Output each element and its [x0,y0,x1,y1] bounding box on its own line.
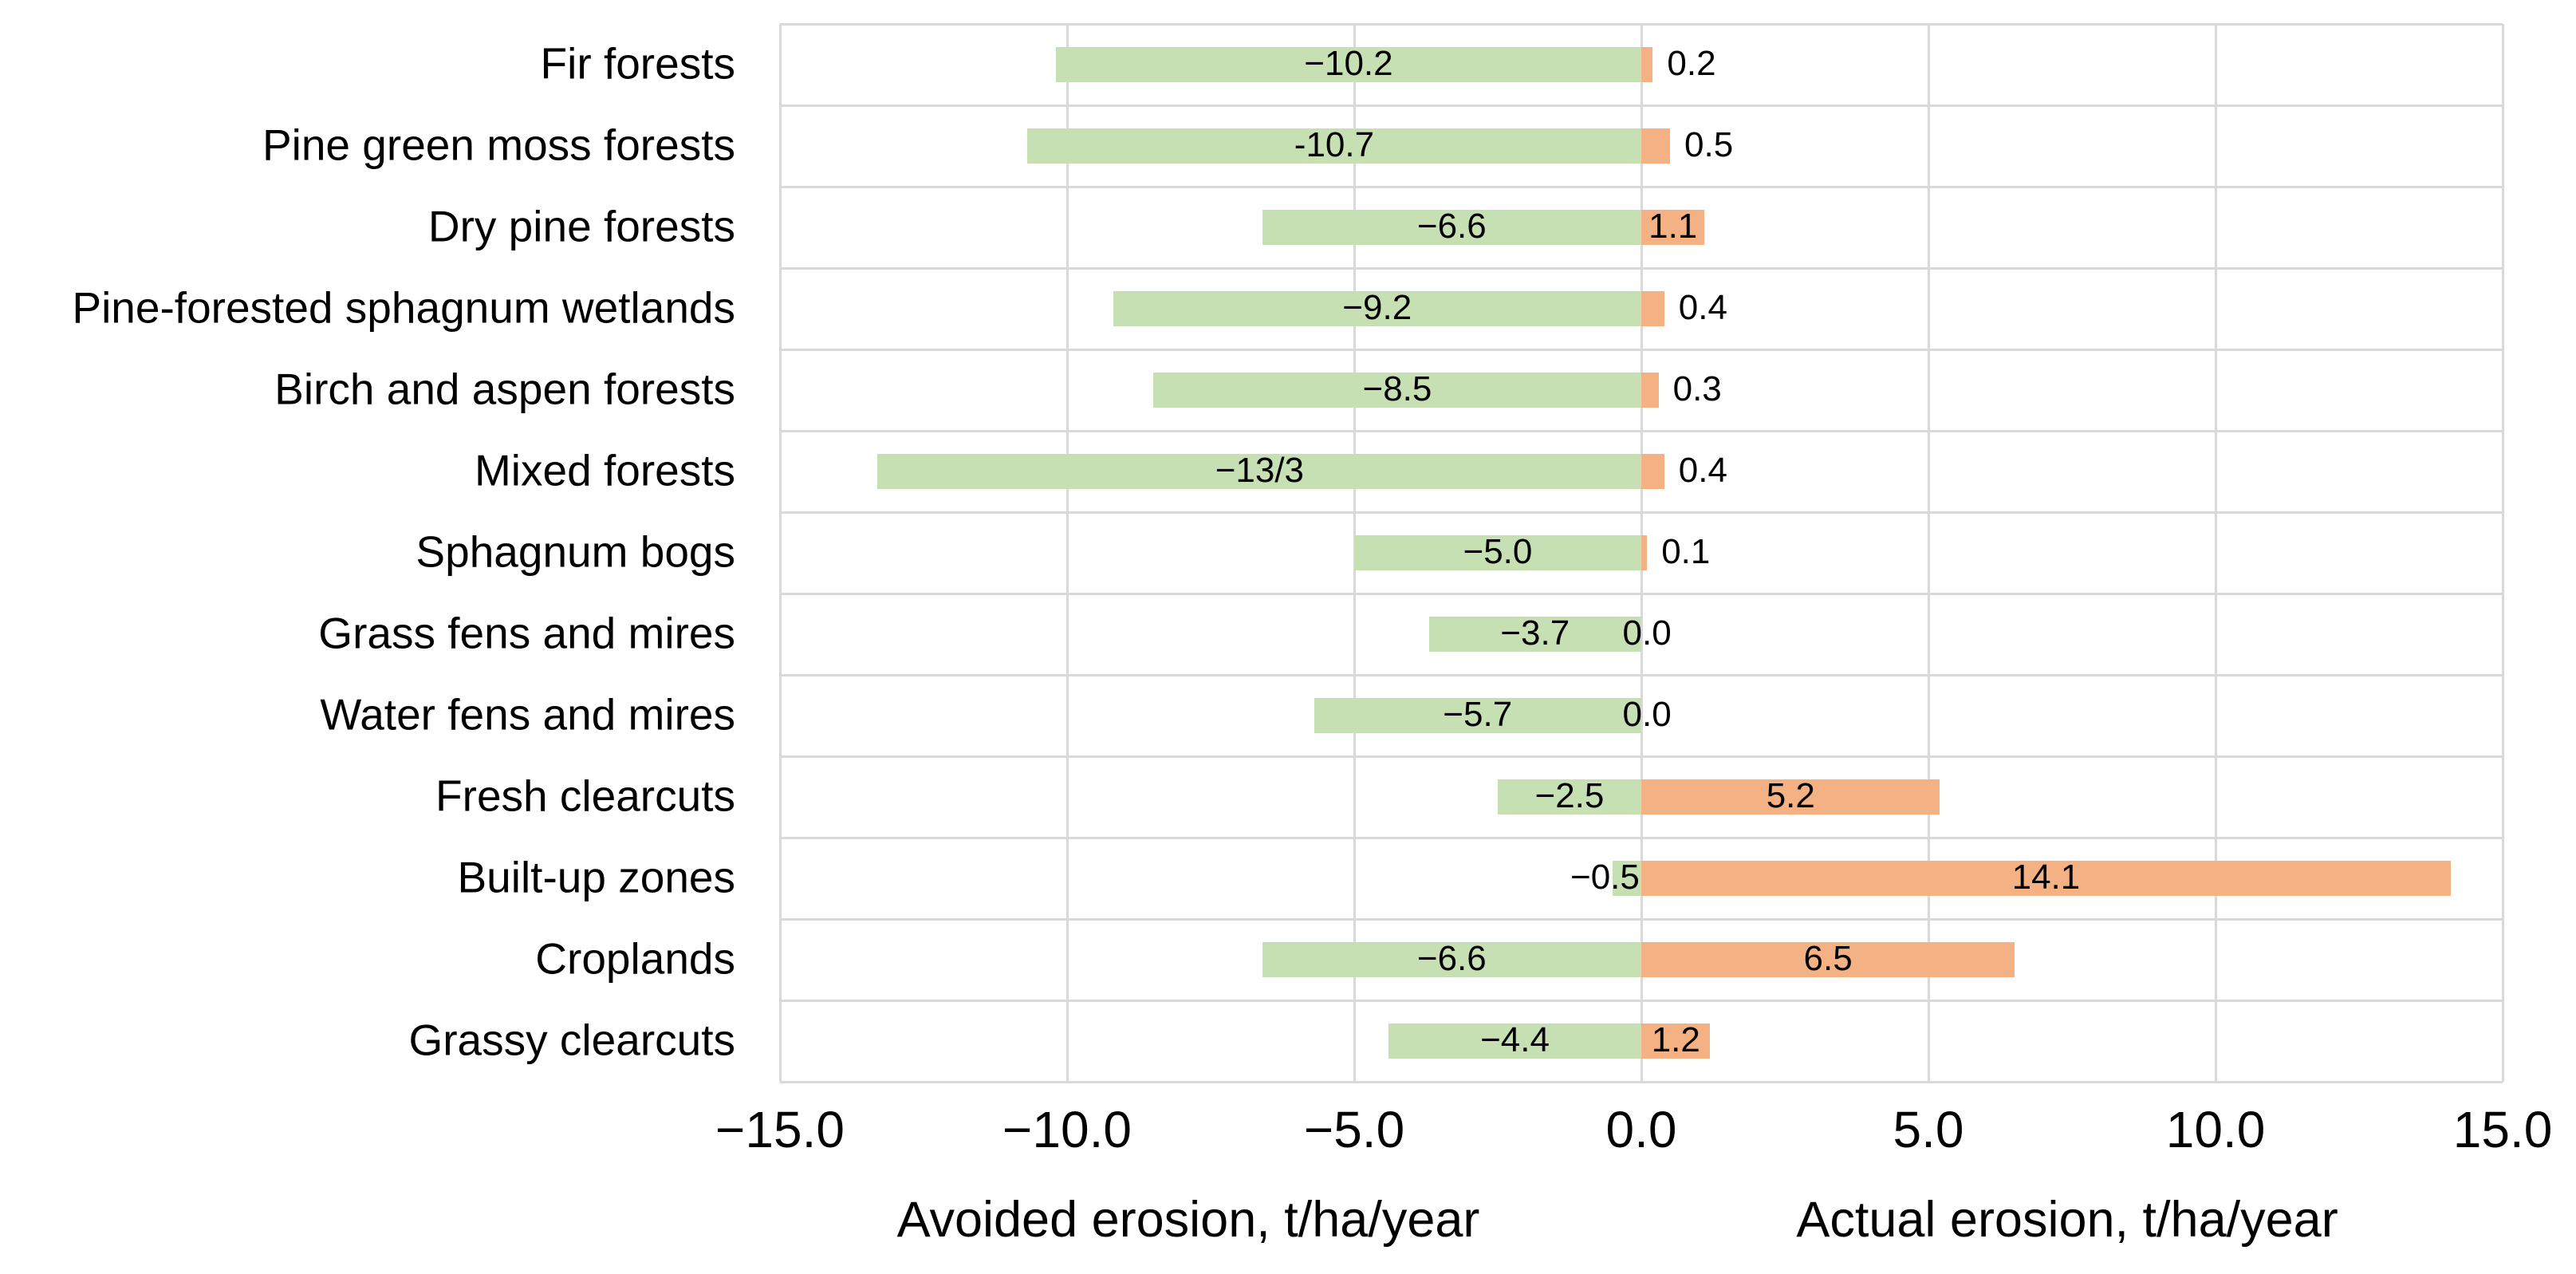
category-label: Croplands [535,933,735,984]
x-axis-tick-label: −5.0 [1303,1101,1405,1158]
actual-erosion-bar [1641,128,1670,164]
actual-erosion-bar [1641,535,1648,570]
avoided-erosion-bar [1262,942,1641,977]
category-label: Sphagnum bogs [416,527,735,577]
avoided-erosion-value: −6.6 [1416,939,1487,978]
category-label: Grassy clearcuts [408,1015,735,1065]
actual-erosion-value: 0.4 [1678,451,1727,490]
actual-erosion-value: 0.0 [1622,613,1672,653]
category-label: Pine green moss forests [262,120,735,170]
actual-erosion-value: 1.2 [1651,1020,1700,1059]
actual-erosion-bar [1641,1024,1711,1059]
x-axis-tick-label: 0.0 [1605,1101,1677,1158]
category-label: Pine-forested sphagnum wetlands [72,282,735,333]
actual-erosion-bar [1641,454,1664,489]
avoided-erosion-bar [1262,210,1641,245]
avoided-erosion-value: −5.0 [1463,532,1533,571]
avoided-erosion-value: −8.5 [1362,369,1432,408]
horizontal-gridline [780,674,2503,676]
avoided-erosion-value: −3.7 [1500,613,1570,653]
x-axis-tick-label: −15.0 [715,1101,845,1158]
avoided-erosion-bar [1498,779,1641,814]
x-axis-tick-label: 5.0 [1893,1101,1964,1158]
actual-erosion-value: 14.1 [2011,858,2081,897]
actual-erosion-bar [1641,942,2015,977]
horizontal-gridline [780,349,2503,351]
horizontal-gridline [780,593,2503,595]
avoided-erosion-bar [1354,535,1641,570]
avoided-erosion-bar [1153,373,1641,408]
horizontal-gridline [780,186,2503,188]
actual-erosion-value: 0.4 [1678,288,1727,327]
actual-erosion-bar [1641,291,1664,326]
avoided-erosion-value: −2.5 [1534,776,1605,815]
avoided-erosion-bar [1113,291,1641,326]
actual-erosion-value: 0.5 [1684,125,1734,164]
category-label: Water fens and mires [320,689,735,740]
avoided-erosion-value: −6.6 [1416,207,1487,246]
avoided-erosion-bar [877,454,1641,489]
actual-erosion-bar [1641,47,1653,82]
avoided-erosion-bar [1613,861,1641,896]
actual-erosion-value: 1.1 [1648,207,1698,246]
avoided-erosion-value: −0.5 [1570,858,1640,897]
actual-erosion-value: 0.3 [1672,369,1722,408]
vertical-gridline [2215,24,2217,1082]
horizontal-gridline [780,430,2503,432]
horizontal-gridline [780,1000,2503,1002]
category-label: Birch and aspen forests [274,364,735,414]
actual-erosion-value: 0.2 [1667,44,1716,83]
avoided-erosion-bar [1055,47,1641,82]
category-label: Fir forests [540,38,735,89]
avoided-erosion-value: −10.2 [1304,44,1393,83]
category-label: Built-up zones [457,852,735,902]
actual-erosion-value: 6.5 [1803,939,1853,978]
horizontal-gridline [780,1081,2503,1083]
actual-erosion-bar [1641,779,1940,814]
avoided-erosion-bar [1428,617,1641,652]
category-label: Fresh clearcuts [435,771,735,821]
category-label: Dry pine forests [427,201,735,251]
avoided-erosion-value: −4.4 [1480,1020,1550,1059]
x-axis-tick-label: −10.0 [1002,1101,1132,1158]
avoided-erosion-value: −9.2 [1342,288,1412,327]
horizontal-gridline [780,837,2503,839]
category-label: Mixed forests [474,445,735,495]
horizontal-gridline [780,755,2503,758]
horizontal-gridline [780,267,2503,270]
actual-erosion-value: 0.0 [1622,695,1672,734]
axis-title-actual-erosion: Actual erosion, t/ha/year [1796,1192,2338,1248]
avoided-erosion-bar [1026,128,1641,164]
vertical-gridline [1066,24,1069,1082]
avoided-erosion-value: −13/3 [1215,451,1305,490]
vertical-gridline [779,24,782,1082]
horizontal-gridline [780,918,2503,921]
avoided-erosion-value: −5.7 [1443,695,1513,734]
x-axis-tick-label: 15.0 [2452,1101,2553,1158]
horizontal-gridline [780,511,2503,514]
x-axis-tick-label: 10.0 [2165,1101,2266,1158]
actual-erosion-bar [1641,210,1705,245]
category-label: Grass fens and mires [318,608,735,658]
actual-erosion-value: 5.2 [1766,776,1815,815]
vertical-gridline [2502,24,2504,1082]
avoided-erosion-value: -10.7 [1294,125,1375,164]
actual-erosion-bar [1641,373,1659,408]
avoided-erosion-bar [1388,1024,1641,1059]
vertical-gridline [1928,24,1930,1082]
avoided-erosion-bar [1314,698,1641,733]
actual-erosion-bar [1641,861,2452,896]
horizontal-gridline [780,105,2503,107]
horizontal-gridline [780,23,2503,26]
actual-erosion-value: 0.1 [1661,532,1711,571]
axis-title-avoided-erosion: Avoided erosion, t/ha/year [896,1192,1480,1248]
